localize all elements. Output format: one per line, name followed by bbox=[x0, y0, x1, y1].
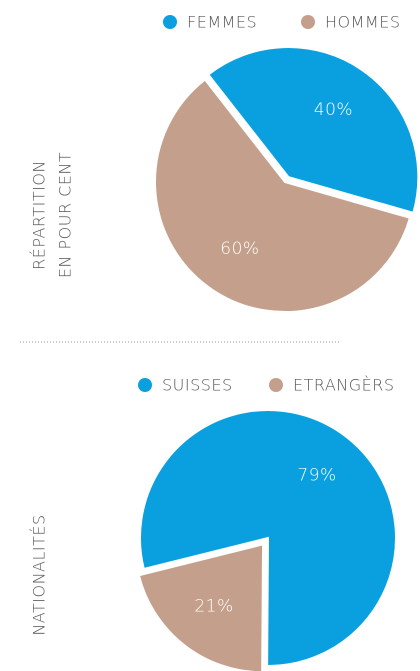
legend-label: HOMMES bbox=[325, 13, 401, 32]
data-label: 79% bbox=[297, 466, 336, 486]
legend-swatch bbox=[163, 15, 177, 29]
pie-slice bbox=[206, 46, 420, 215]
legend-swatch bbox=[301, 15, 315, 29]
legend-swatch bbox=[269, 378, 283, 392]
data-label: 40% bbox=[314, 100, 353, 120]
y-axis-label: EN POUR CENT bbox=[56, 152, 75, 278]
pie-slice bbox=[137, 543, 265, 671]
data-label: 60% bbox=[220, 239, 259, 259]
pie-slice bbox=[139, 409, 397, 667]
legend-swatch bbox=[138, 378, 152, 392]
y-axis-label: NATIONALITÉS bbox=[30, 514, 49, 635]
data-label: 21% bbox=[194, 597, 233, 617]
legend-label: FEMMES bbox=[187, 13, 257, 32]
legend-label: ETRANGÈRS bbox=[293, 376, 395, 395]
legend-label: SUISSES bbox=[162, 376, 233, 395]
pie-slice bbox=[154, 78, 412, 313]
y-axis-label: RÉPARTITION bbox=[30, 160, 49, 270]
